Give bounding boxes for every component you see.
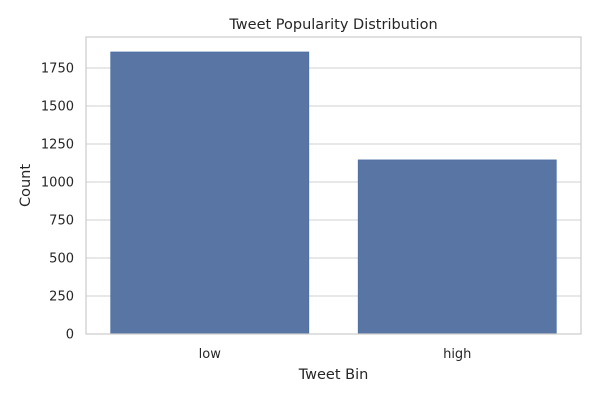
y-tick-label: 0 <box>66 328 74 343</box>
y-tick-label: 250 <box>49 290 74 305</box>
bar-high <box>357 159 557 335</box>
bars <box>110 51 557 335</box>
bar-low <box>110 51 310 335</box>
chart-title: Tweet Popularity Distribution <box>228 17 437 33</box>
x-tick-label: high <box>443 347 471 362</box>
y-tick-label: 500 <box>49 252 74 267</box>
y-tick-label: 750 <box>49 214 74 229</box>
x-tick-label: low <box>199 347 222 362</box>
x-axis-label: Tweet Bin <box>298 367 369 383</box>
y-tick-labels: 0 250 500 750 1000 1250 1500 1750 <box>41 62 74 343</box>
y-tick-label: 1250 <box>41 138 74 153</box>
x-tick-labels: low high <box>199 347 472 362</box>
y-tick-label: 1750 <box>41 62 74 77</box>
y-tick-label: 1000 <box>41 176 74 191</box>
plot-frame <box>85 36 582 335</box>
y-axis-label: Count <box>18 164 34 207</box>
y-tick-label: 1500 <box>41 100 74 115</box>
